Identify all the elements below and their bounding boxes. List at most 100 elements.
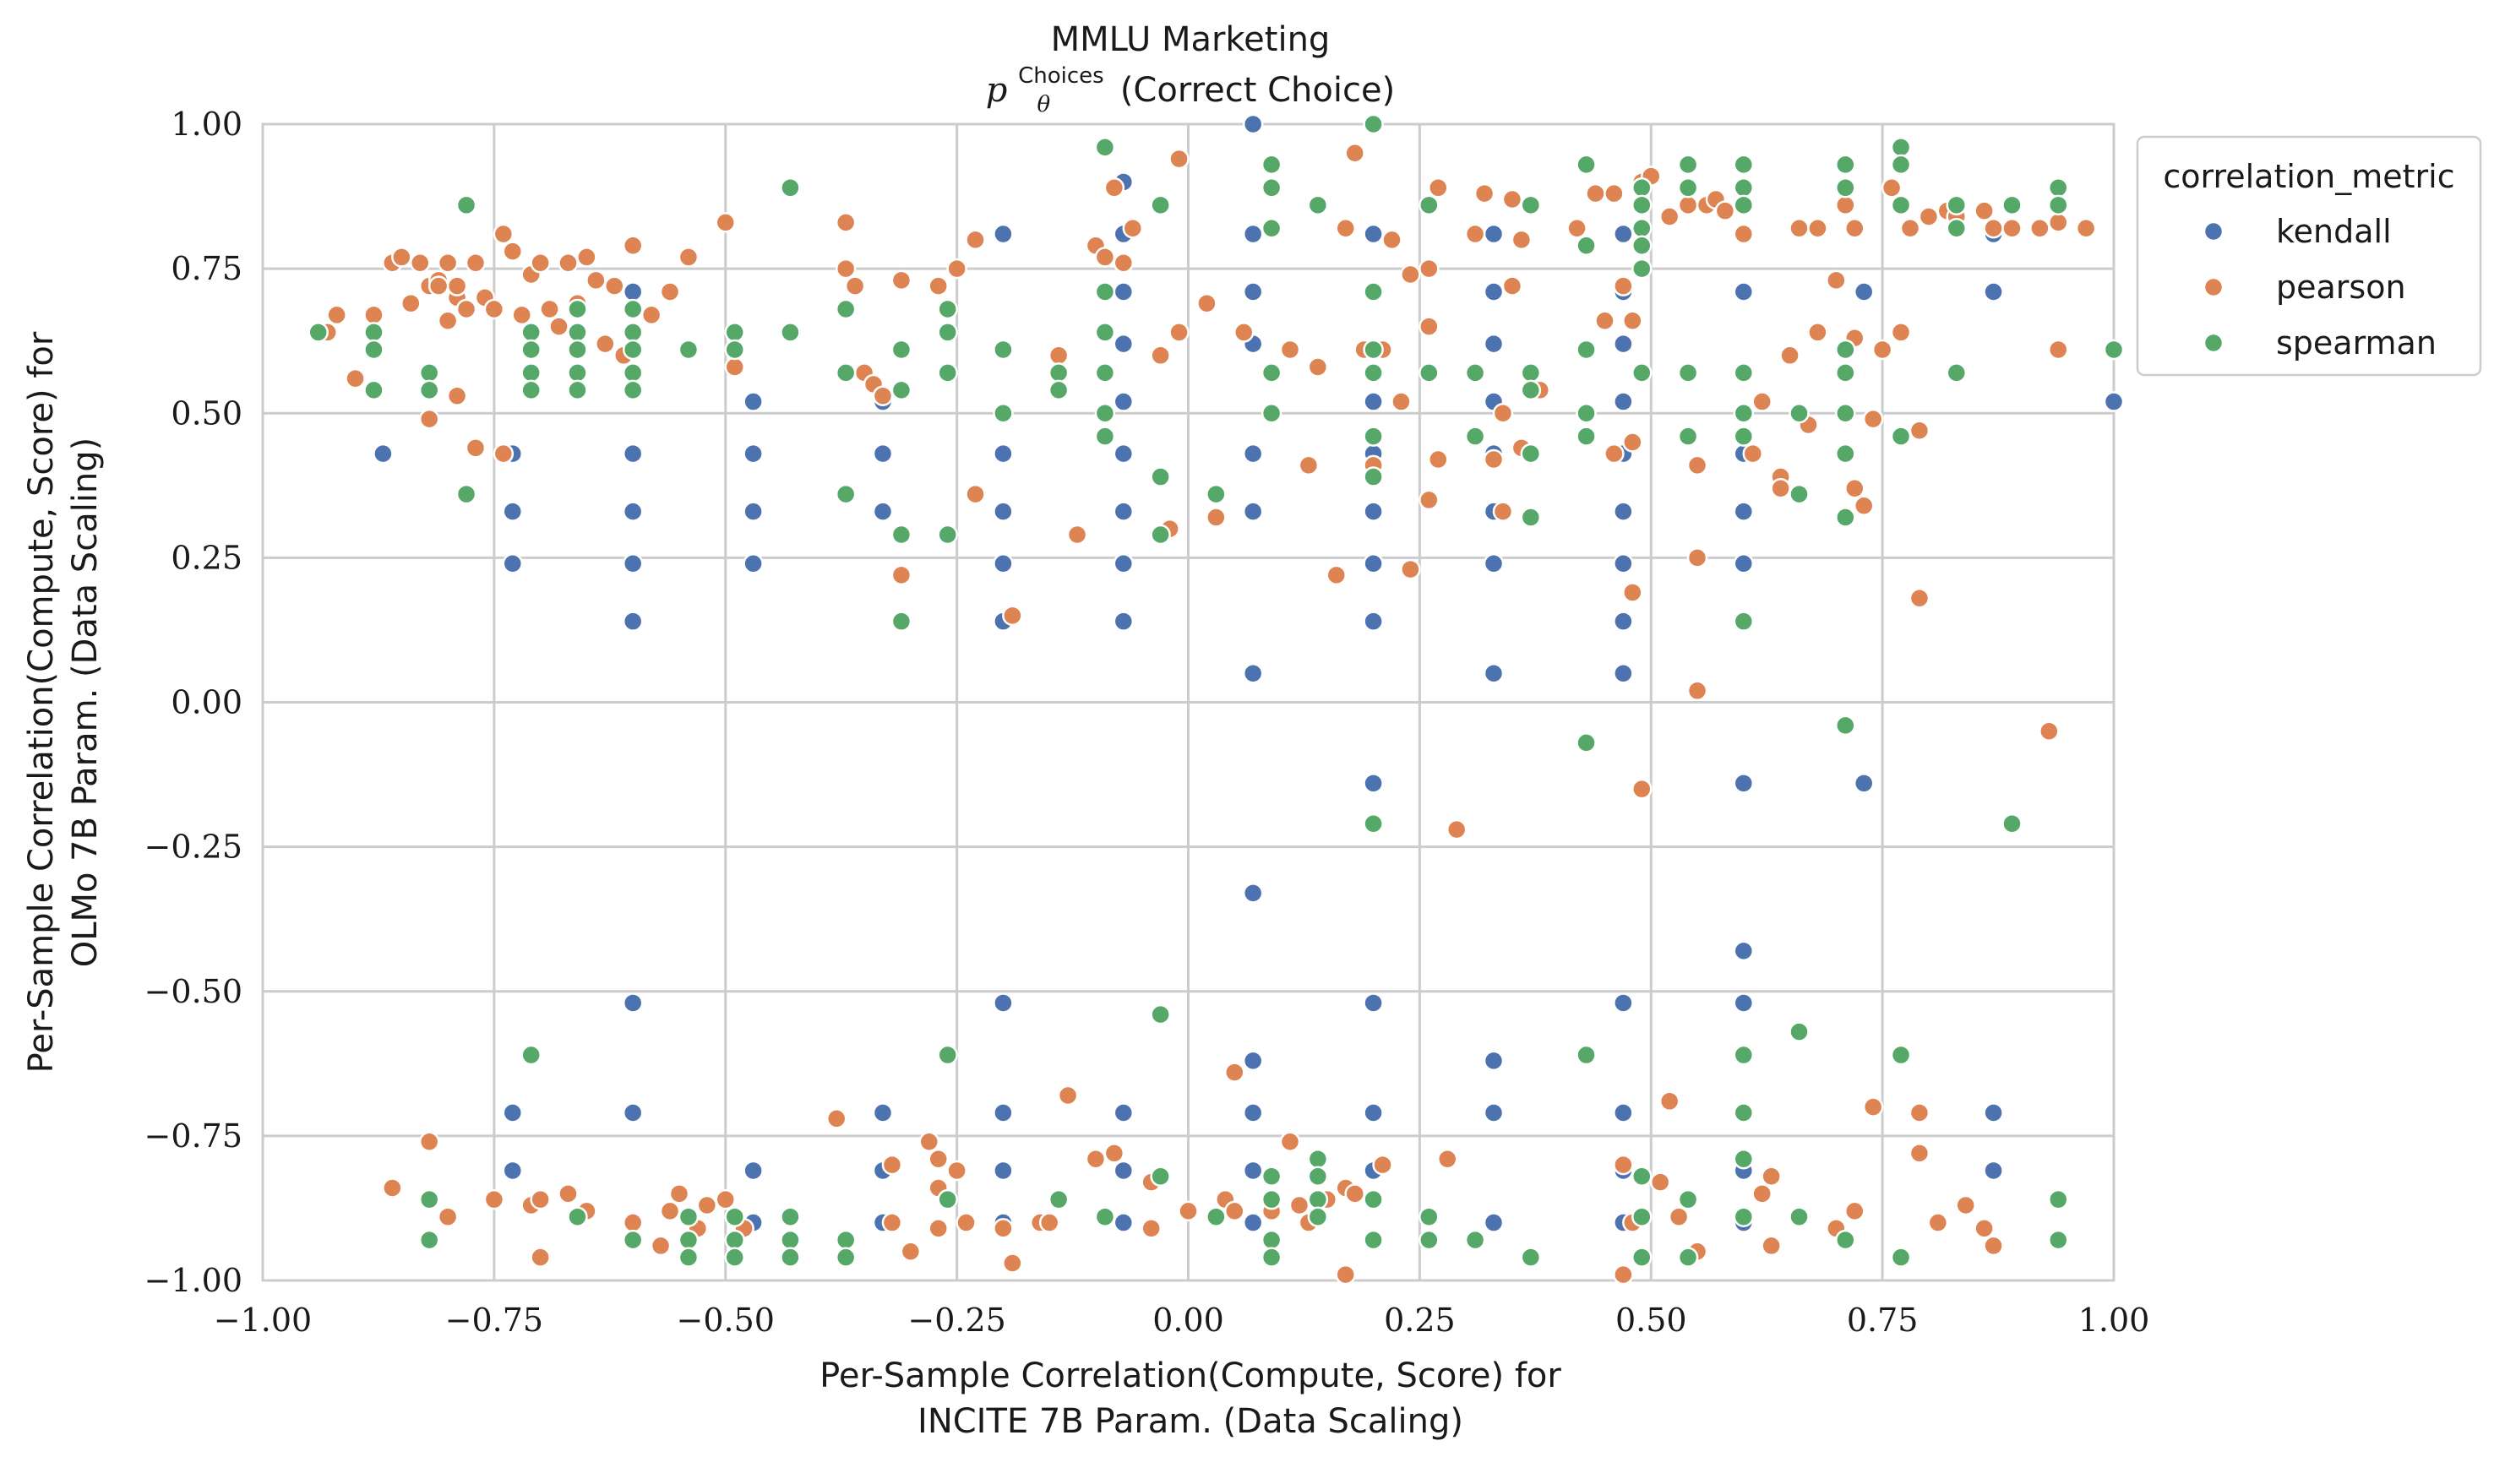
point-pearson	[1419, 489, 1440, 511]
legend-box	[2136, 135, 2482, 377]
point-pearson	[890, 564, 912, 586]
point-spearman	[2103, 339, 2125, 361]
point-pearson	[1391, 391, 1412, 412]
point-spearman	[1576, 426, 1597, 447]
point-kendall	[872, 443, 894, 465]
point-kendall	[1363, 223, 1384, 245]
point-pearson	[1335, 1264, 1356, 1286]
point-spearman	[1890, 154, 1912, 176]
point-kendall	[1363, 501, 1384, 522]
point-pearson	[1807, 217, 1828, 239]
point-pearson	[724, 356, 745, 378]
y-axis: −1.00 −0.75 −0.50 −0.25 0.00 0.25 0.50 0.75 1.00	[144, 106, 242, 1299]
point-pearson	[1890, 322, 1912, 343]
point-spearman	[1733, 1044, 1755, 1066]
point-pearson	[511, 304, 532, 326]
point-spearman	[937, 322, 958, 343]
point-spearman	[1733, 194, 1755, 216]
y-tick-label: −1.00	[144, 1262, 242, 1299]
point-pearson	[1288, 1194, 1310, 1216]
point-pearson	[1150, 345, 1171, 367]
point-pearson	[890, 269, 912, 291]
point-spearman	[520, 362, 542, 383]
point-kendall	[1242, 281, 1264, 302]
point-pearson	[1372, 1154, 1393, 1176]
point-spearman	[1307, 1206, 1329, 1227]
point-pearson	[446, 385, 468, 406]
point-spearman	[1946, 194, 1968, 216]
point-spearman	[1048, 379, 1070, 401]
point-spearman	[1835, 1229, 1856, 1251]
point-kendall	[1733, 501, 1755, 522]
point-spearman	[724, 1229, 745, 1251]
point-spearman	[1835, 443, 1856, 465]
point-pearson	[1492, 403, 1514, 424]
point-pearson	[1686, 454, 1708, 476]
point-pearson	[1511, 229, 1533, 251]
point-pearson	[928, 1218, 949, 1239]
point-spearman	[520, 339, 542, 361]
point-spearman	[1677, 177, 1699, 198]
point-pearson	[363, 304, 384, 326]
point-spearman	[678, 1206, 700, 1227]
point-spearman	[1261, 1247, 1282, 1268]
point-pearson	[946, 258, 967, 280]
point-pearson	[956, 1212, 977, 1233]
point-spearman	[622, 362, 644, 383]
point-pearson	[659, 281, 681, 302]
point-pearson	[391, 247, 412, 268]
point-spearman	[1261, 217, 1282, 239]
point-spearman	[835, 483, 857, 505]
point-kendall	[1733, 940, 1755, 962]
point-pearson	[502, 241, 524, 262]
legend-marker-spearman	[2203, 332, 2224, 354]
point-pearson	[437, 1206, 459, 1227]
point-kendall	[1613, 663, 1634, 684]
point-spearman	[567, 322, 588, 343]
point-spearman	[1835, 154, 1856, 176]
point-spearman	[1946, 217, 1968, 239]
point-spearman	[1890, 194, 1912, 216]
point-spearman	[622, 298, 644, 320]
point-spearman	[622, 379, 644, 401]
point-kendall	[1613, 391, 1634, 412]
point-spearman	[363, 379, 384, 401]
point-kendall	[1113, 333, 1135, 355]
point-spearman	[308, 322, 329, 343]
point-pearson	[1983, 1235, 2004, 1257]
point-pearson	[2048, 339, 2069, 361]
point-spearman	[1677, 154, 1699, 176]
point-kendall	[1363, 773, 1384, 794]
point-spearman	[835, 1229, 857, 1251]
point-pearson	[1464, 223, 1486, 245]
point-spearman	[1835, 362, 1856, 383]
point-spearman	[1733, 403, 1755, 424]
point-spearman	[1520, 507, 1542, 528]
subtitle-prefix: p	[986, 71, 1008, 110]
point-kendall	[1242, 223, 1264, 245]
point-kendall	[1242, 663, 1264, 684]
point-kendall	[1983, 1102, 2004, 1123]
point-pearson	[1974, 1218, 1995, 1239]
point-pearson	[483, 1188, 505, 1210]
point-pearson	[345, 367, 366, 389]
point-spearman	[724, 1247, 745, 1268]
point-pearson	[1038, 1212, 1060, 1233]
point-spearman	[835, 298, 857, 320]
point-kendall	[1483, 223, 1505, 245]
point-pearson	[1501, 188, 1523, 210]
point-kendall	[743, 1160, 764, 1182]
y-axis-label: Per-Sample Correlation(Compute, Score) f…	[22, 331, 105, 1073]
point-spearman	[780, 177, 801, 198]
legend-label-pearson: pearson	[2276, 269, 2406, 306]
point-pearson	[1761, 1166, 1782, 1188]
point-spearman	[1206, 1206, 1227, 1227]
point-kendall	[1613, 992, 1634, 1014]
point-kendall	[1113, 281, 1135, 302]
point-spearman	[1094, 281, 1116, 302]
point-spearman	[363, 322, 384, 343]
point-kendall	[1363, 552, 1384, 574]
x-tick-label: 1.00	[2078, 1302, 2150, 1339]
point-spearman	[520, 379, 542, 401]
